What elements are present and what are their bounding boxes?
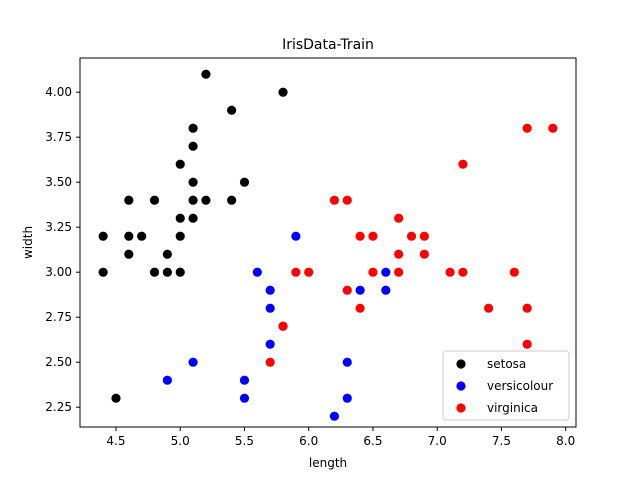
data-point-virginica (304, 267, 314, 277)
data-point-virginica (522, 123, 532, 133)
y-tick-label: 4.00 (45, 85, 72, 99)
y-axis-label: width (21, 226, 35, 259)
x-tick-label: 5.0 (171, 434, 190, 448)
data-point-virginica (394, 267, 404, 277)
data-point-virginica (355, 231, 365, 241)
data-point-setosa (188, 177, 198, 187)
data-point-setosa (188, 141, 198, 151)
data-point-setosa (137, 231, 147, 241)
data-point-setosa (201, 195, 211, 205)
data-point-setosa (149, 195, 160, 205)
x-tick-label: 8.0 (556, 434, 575, 448)
data-point-versicolour (342, 393, 352, 403)
data-point-virginica (509, 267, 519, 277)
legend-label-virginica: virginica (487, 401, 538, 415)
data-point-versicolour (381, 267, 391, 277)
data-point-setosa (175, 231, 185, 241)
data-point-setosa (162, 267, 172, 277)
data-point-versicolour (342, 357, 352, 367)
data-point-versicolour (188, 357, 198, 367)
data-point-versicolour (265, 339, 275, 349)
data-point-setosa (98, 231, 108, 241)
x-tick-label: 7.0 (428, 434, 447, 448)
legend-marker-setosa (456, 359, 466, 369)
data-point-versicolour (329, 411, 340, 421)
x-tick-label: 5.5 (235, 434, 254, 448)
data-point-virginica (394, 213, 404, 223)
chart-title: IrisData-Train (282, 37, 374, 53)
data-point-virginica (291, 267, 301, 277)
data-point-virginica (355, 303, 365, 313)
data-point-virginica (445, 267, 455, 277)
data-point-virginica (342, 285, 352, 295)
data-point-versicolour (355, 285, 365, 295)
y-tick-label: 3.50 (45, 175, 72, 189)
data-point-virginica (265, 357, 275, 367)
y-tick-label: 2.75 (45, 310, 72, 324)
data-point-setosa (124, 249, 134, 259)
data-point-setosa (239, 177, 250, 187)
data-point-virginica (342, 195, 352, 205)
data-point-setosa (124, 231, 134, 241)
data-point-virginica (522, 303, 532, 313)
data-point-setosa (188, 195, 198, 205)
legend-box (442, 350, 570, 421)
data-point-setosa (188, 213, 198, 223)
data-point-setosa (188, 123, 198, 133)
plot-frame (79, 57, 577, 428)
data-point-setosa (175, 213, 185, 223)
data-point-setosa (175, 267, 185, 277)
data-point-versicolour (252, 267, 262, 277)
legend-marker-versicolour (456, 381, 466, 391)
data-point-setosa (227, 105, 237, 115)
y-axis-ticks: 2.25 2.50 2.75 3.00 3.25 3.50 3.75 4.00 (45, 85, 80, 414)
data-point-setosa (124, 195, 134, 205)
data-point-versicolour (291, 231, 301, 241)
y-tick-label: 2.25 (45, 400, 72, 414)
data-point-versicolour (162, 375, 172, 385)
data-point-virginica (458, 159, 468, 169)
legend-marker-virginica (456, 403, 466, 413)
x-axis-label: length (309, 456, 347, 470)
data-point-virginica (406, 231, 417, 241)
data-point-virginica (419, 231, 429, 241)
x-axis-ticks: 4.5 5.0 5.5 6.0 6.5 7.0 7.5 8.0 (106, 427, 575, 448)
x-tick-label: 4.5 (106, 434, 125, 448)
data-point-versicolour (239, 375, 250, 385)
data-point-setosa (149, 267, 160, 277)
data-point-versicolour (239, 393, 250, 403)
data-point-virginica (368, 231, 378, 241)
x-tick-label: 7.5 (492, 434, 511, 448)
x-tick-label: 6.5 (363, 434, 382, 448)
data-point-setosa (227, 195, 237, 205)
data-point-virginica (278, 321, 288, 331)
data-point-setosa (201, 69, 211, 79)
legend-label-versicolour: versicolour (487, 379, 553, 393)
legend-label-setosa: setosa (487, 357, 526, 371)
data-point-versicolour (265, 303, 275, 313)
data-points (98, 69, 558, 421)
data-point-setosa (278, 87, 288, 97)
x-tick-label: 6.0 (299, 434, 318, 448)
data-point-virginica (329, 195, 340, 205)
data-point-virginica (548, 123, 558, 133)
y-tick-label: 3.25 (45, 220, 72, 234)
data-point-virginica (522, 339, 532, 349)
data-point-setosa (162, 249, 172, 259)
data-point-virginica (484, 303, 494, 313)
y-tick-label: 2.50 (45, 355, 72, 369)
y-tick-label: 3.75 (45, 130, 72, 144)
legend: setosa versicolour virginica (442, 350, 570, 421)
data-point-virginica (458, 267, 468, 277)
data-point-setosa (175, 159, 185, 169)
data-point-virginica (394, 249, 404, 259)
data-point-versicolour (265, 285, 275, 295)
data-point-virginica (368, 267, 378, 277)
data-point-setosa (111, 393, 121, 403)
data-point-setosa (98, 267, 108, 277)
y-tick-label: 3.00 (45, 265, 72, 279)
data-point-versicolour (381, 285, 391, 295)
data-point-virginica (419, 249, 429, 259)
